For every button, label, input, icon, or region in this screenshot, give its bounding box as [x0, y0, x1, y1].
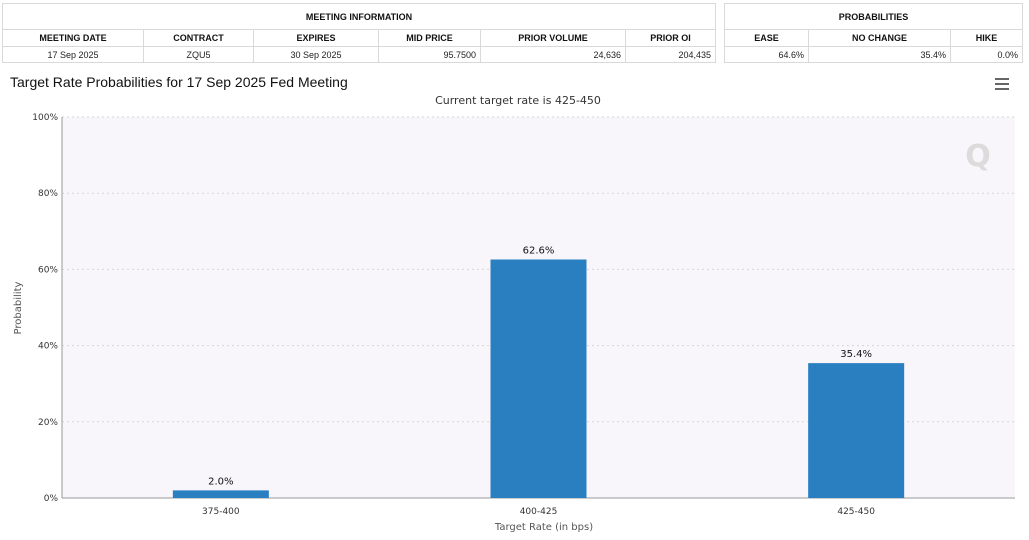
y-tick-label: 80% [38, 189, 58, 199]
data-label: 35.4% [840, 349, 872, 360]
meeting-information-table: MEETING INFORMATION MEETING DATE CONTRAC… [1, 3, 717, 63]
mid-price-cell: 95.7500 [378, 46, 481, 63]
probabilities-header: PROBABILITIES [724, 3, 1023, 30]
data-label: 62.6% [523, 245, 555, 256]
prior-oi-header: PRIOR OI [624, 29, 717, 47]
hamburger-menu-icon[interactable] [995, 78, 1009, 90]
expires-cell: 30 Sep 2025 [253, 46, 379, 63]
hike-cell: 0.0% [950, 46, 1023, 63]
bar [172, 490, 269, 498]
bar [808, 363, 905, 498]
watermark-logo: Q [965, 139, 991, 174]
probabilities-table: PROBABILITIES EASE NO CHANGE HIKE 64.6% … [724, 3, 1023, 63]
meeting-date-header: MEETING DATE [2, 29, 144, 47]
x-tick-label: 400-425 [520, 507, 558, 517]
bar-chart: 0% 20% 40% 60% 80% 100% 2.0% 375-400 62.6% 400-42… [13, 94, 1015, 533]
y-axis-title: Probability [13, 281, 24, 334]
meeting-date-cell: 17 Sep 2025 [2, 46, 144, 63]
table-row: 64.6% 35.4% 0.0% [724, 46, 1023, 63]
svg-text:Q: Q [965, 139, 991, 174]
no-change-cell: 35.4% [808, 46, 951, 63]
expires-header: EXPIRES [253, 29, 379, 47]
prior-volume-cell: 24,636 [480, 46, 626, 63]
table-row: 17 Sep 2025 ZQU5 30 Sep 2025 95.7500 24,… [2, 46, 717, 63]
contract-cell: ZQU5 [143, 46, 254, 63]
y-tick-label: 100% [32, 113, 58, 123]
y-tick-label: 40% [38, 342, 58, 352]
data-label: 2.0% [208, 476, 233, 487]
chart-subtitle: Current target rate is 425-450 [435, 94, 601, 107]
x-tick-label: 375-400 [202, 507, 240, 517]
bar [490, 259, 587, 498]
y-tick-label: 20% [38, 418, 58, 428]
meeting-information-header: MEETING INFORMATION [1, 3, 717, 30]
hike-header: HIKE [950, 29, 1023, 47]
contract-header: CONTRACT [143, 29, 254, 47]
ease-cell: 64.6% [724, 46, 809, 63]
y-tick-label: 60% [38, 265, 58, 275]
x-tick-label: 425-450 [837, 507, 875, 517]
no-change-header: NO CHANGE [808, 29, 951, 47]
prior-oi-cell: 204,435 [624, 46, 717, 63]
chart-title: Target Rate Probabilities for 17 Sep 202… [10, 74, 348, 90]
mid-price-header: MID PRICE [378, 29, 481, 47]
ease-header: EASE [724, 29, 809, 47]
y-tick-label: 0% [44, 494, 59, 504]
prior-volume-header: PRIOR VOLUME [480, 29, 626, 47]
x-axis-title: Target Rate (in bps) [494, 522, 593, 533]
